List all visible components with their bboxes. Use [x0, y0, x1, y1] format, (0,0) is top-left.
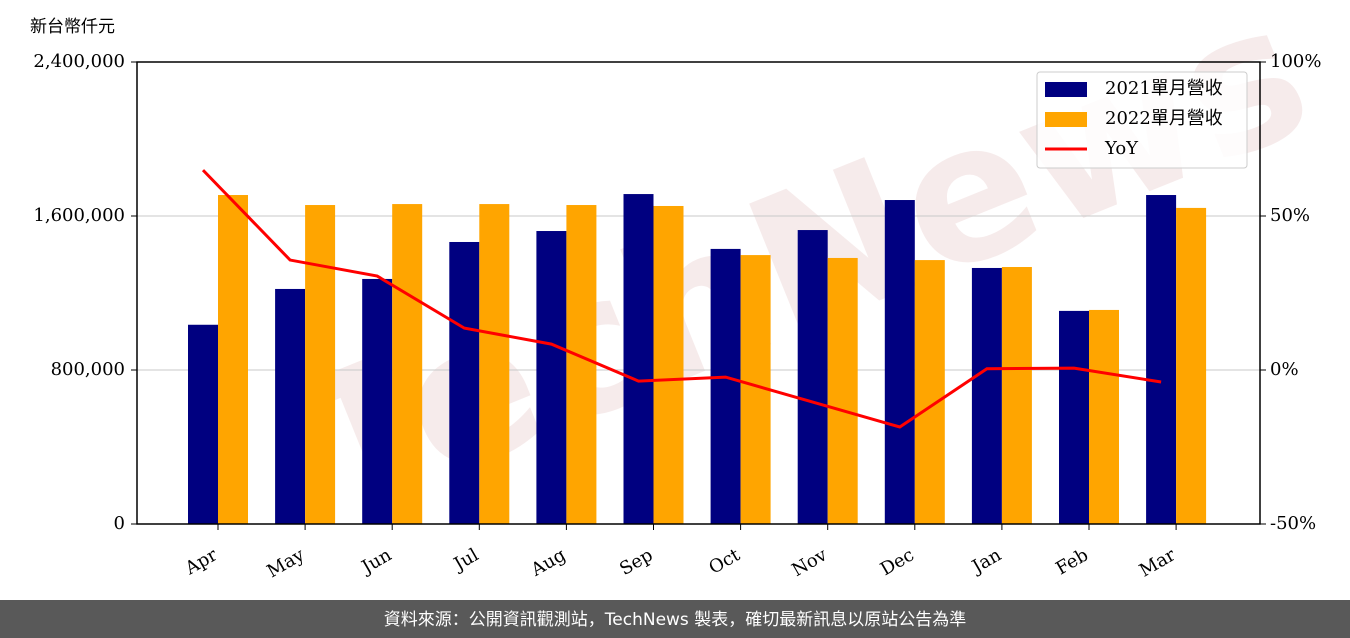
x-tick-label: May	[264, 544, 309, 582]
y2-tick-label: 50%	[1270, 205, 1310, 226]
legend-label: 2022單月營收	[1105, 108, 1223, 129]
legend-swatch	[1045, 112, 1087, 127]
y2-tick-label: 100%	[1270, 51, 1321, 72]
bar	[566, 205, 597, 524]
y-tick-label: 800,000	[51, 359, 125, 380]
bar	[914, 260, 945, 524]
x-tick-label: Aug	[527, 544, 570, 581]
bar	[218, 195, 248, 524]
bar	[275, 288, 306, 524]
bar	[971, 267, 1002, 524]
bar	[305, 205, 336, 524]
bar	[536, 231, 567, 524]
footer-bar	[0, 600, 1350, 638]
y-tick-label: 2,400,000	[33, 51, 125, 72]
x-tick-label: Nov	[788, 544, 831, 581]
legend-label: 2021單月營收	[1105, 78, 1223, 99]
x-tick-label: Mar	[1136, 544, 1180, 581]
legend-box	[1036, 71, 1248, 169]
y-tick-label: 0	[114, 513, 125, 534]
x-tick-label: Oct	[705, 544, 744, 579]
footer-source: 資料來源：公開資訊觀測站，TechNews 製表，確切最新訊息以原站公告為準	[384, 610, 966, 630]
bar	[1001, 267, 1032, 524]
x-tick-label: Dec	[877, 544, 918, 580]
plot-frame	[136, 61, 1261, 525]
x-tick-label: Jan	[967, 544, 1005, 578]
bar	[623, 194, 654, 524]
y2-tick-label: -50%	[1270, 513, 1316, 534]
bar	[653, 205, 684, 525]
bar	[392, 204, 423, 524]
bar	[710, 248, 741, 525]
bar	[479, 204, 510, 524]
y2-tick-label: 0%	[1270, 359, 1299, 380]
line	[201, 169, 1162, 429]
bar	[362, 278, 393, 524]
x-tick-label: Jul	[449, 544, 483, 576]
y-tick-label: 1,600,000	[33, 205, 125, 226]
bar	[827, 257, 858, 524]
bar	[188, 324, 218, 524]
bar	[1176, 207, 1207, 525]
bar	[1089, 309, 1119, 524]
x-tick-label: Feb	[1052, 544, 1092, 579]
legend-swatch	[1045, 82, 1087, 97]
bar	[449, 241, 480, 525]
bar	[797, 230, 828, 525]
y-axis-label: 新台幣仟元	[30, 17, 115, 37]
bar	[884, 200, 915, 524]
bar	[1146, 195, 1177, 524]
x-tick-label: Apr	[181, 544, 221, 579]
x-tick-label: Sep	[616, 544, 656, 579]
bar	[1059, 310, 1089, 524]
legend-label: YoY	[1104, 138, 1139, 159]
